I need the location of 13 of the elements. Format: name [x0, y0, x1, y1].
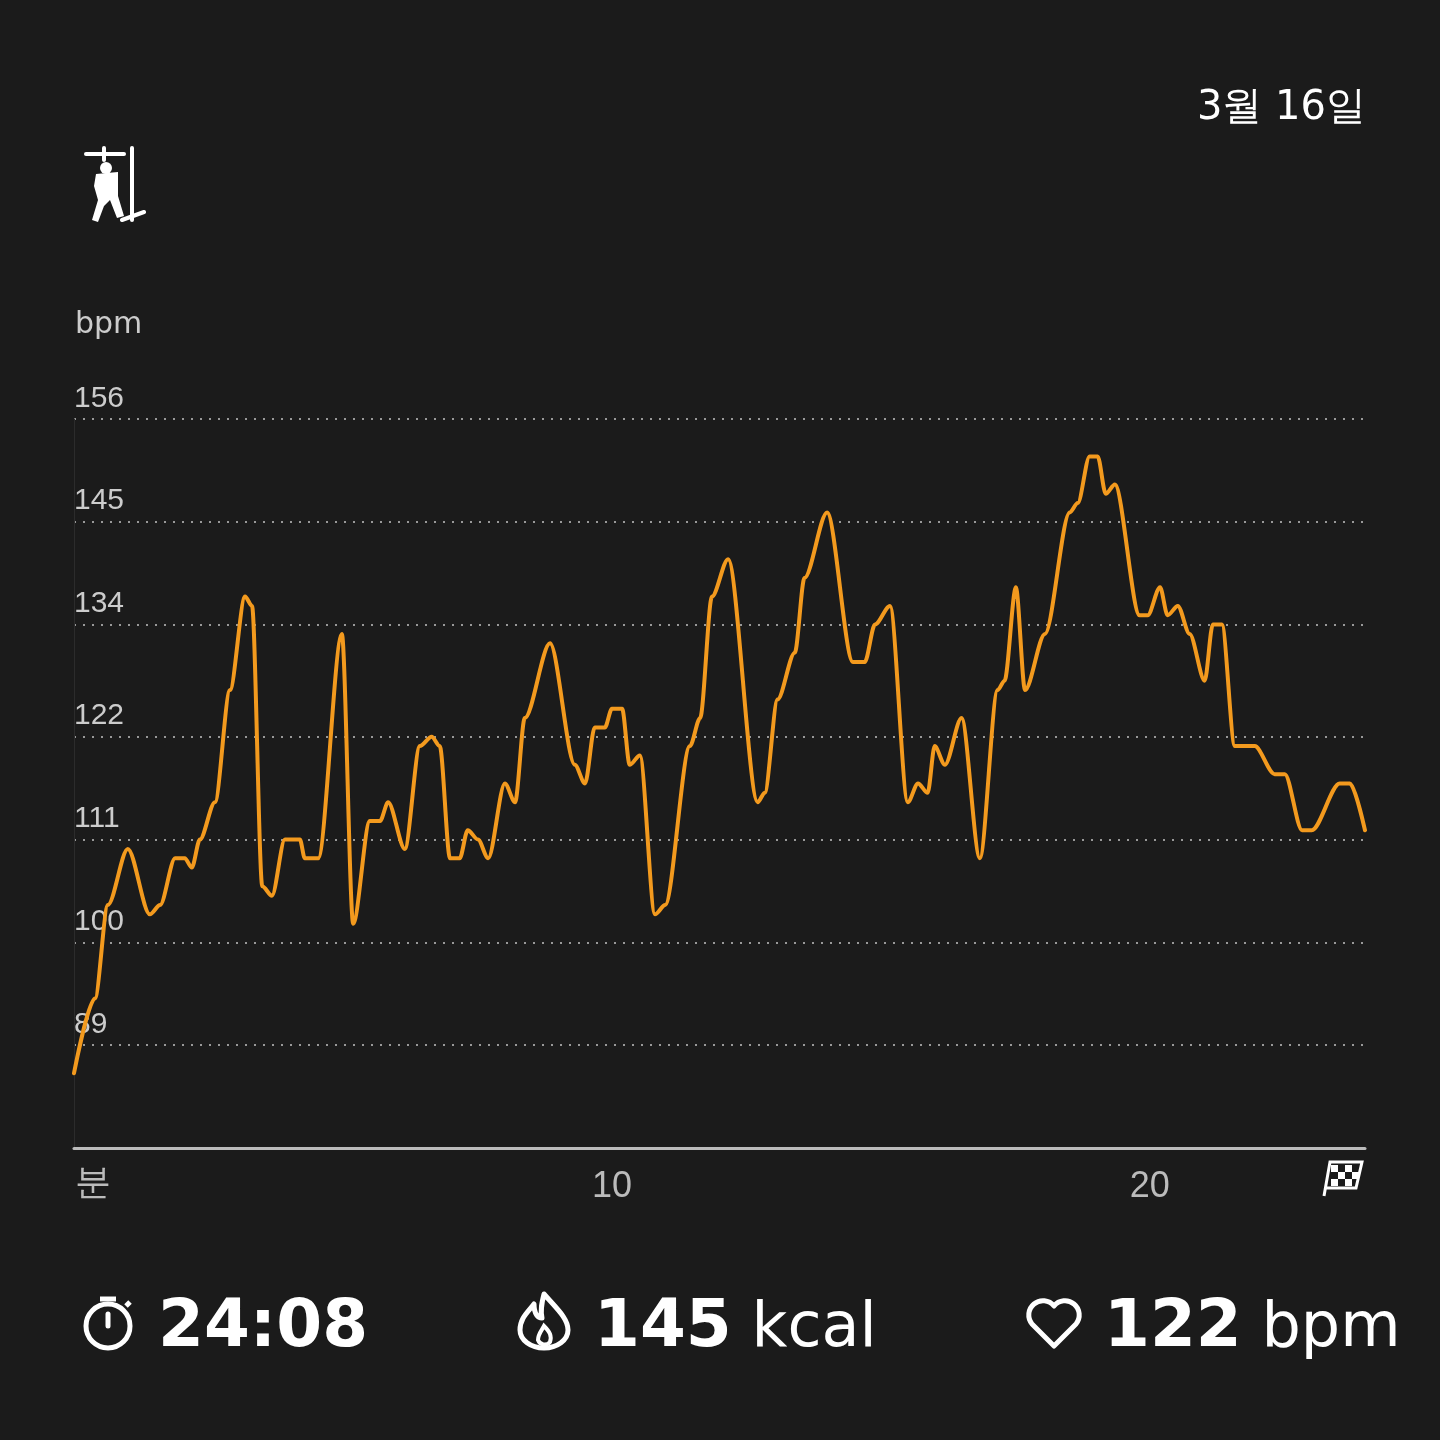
text: 122 bpm: [1104, 1285, 1401, 1362]
y-tick-label: 145: [74, 482, 125, 516]
y-tick-label: 122: [74, 697, 125, 731]
y-axis-title: bpm: [75, 305, 143, 340]
x-tick-label: 10: [591, 1163, 632, 1205]
text: 24:08: [158, 1285, 369, 1362]
text: 3월 16일: [1196, 81, 1366, 130]
y-tick-label: 111: [74, 800, 120, 834]
y-tick-label: 134: [74, 585, 125, 619]
y-tick-label: 156: [74, 379, 125, 413]
x-tick-label: 20: [1129, 1163, 1170, 1205]
x-axis-title: 분: [75, 1160, 111, 1204]
text: 145 kcal: [594, 1285, 877, 1362]
